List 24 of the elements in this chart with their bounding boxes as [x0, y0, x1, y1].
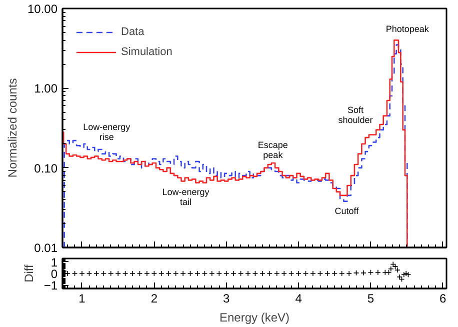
legend-label: Simulation — [121, 46, 172, 58]
y-axis-title: Diff — [22, 264, 36, 282]
annotation: Low-energy tail — [162, 186, 210, 207]
x-tick-label: 6 — [440, 292, 447, 306]
y-tick-label: 0 — [50, 267, 58, 281]
annotation: Low-energy rise — [83, 122, 131, 142]
legend-label: Data — [121, 26, 144, 38]
annotation: Escape peak — [258, 140, 288, 160]
x-tick-label: 4 — [295, 292, 302, 306]
x-tick-label: 2 — [150, 292, 158, 306]
annotation: Photopeak — [386, 24, 430, 34]
y-tick-label: 1.00 — [34, 82, 58, 96]
x-tick-label: 1 — [78, 292, 86, 306]
x-tick-label: 3 — [223, 292, 230, 306]
y-tick-label: 0.01 — [34, 241, 58, 255]
y-axis-title: Normalized counts — [5, 78, 20, 178]
y-tick-label: 10.00 — [27, 2, 58, 16]
annotation: Soft shoulder — [338, 104, 373, 125]
y-tick-label: 1 — [50, 255, 58, 270]
annotation: Cutoff — [334, 206, 360, 216]
y-tick-label: −1 — [44, 278, 58, 293]
x-tick-label: 5 — [367, 292, 374, 306]
y-tick-label: 0.10 — [34, 161, 58, 176]
x-axis-title: Energy (keV) — [219, 310, 290, 324]
